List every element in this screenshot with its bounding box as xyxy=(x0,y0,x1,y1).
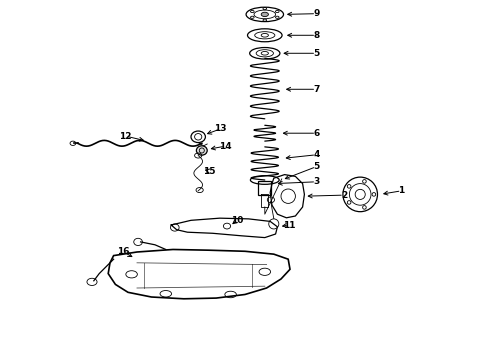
Text: 8: 8 xyxy=(313,31,319,40)
Text: 10: 10 xyxy=(231,216,243,225)
Ellipse shape xyxy=(261,12,269,17)
Text: 4: 4 xyxy=(313,150,319,159)
Text: 16: 16 xyxy=(118,247,130,256)
Text: 12: 12 xyxy=(119,132,132,140)
Text: 14: 14 xyxy=(219,141,231,150)
Text: 6: 6 xyxy=(313,129,319,138)
Text: 2: 2 xyxy=(341,191,347,199)
Text: 5: 5 xyxy=(313,49,319,58)
Text: 3: 3 xyxy=(313,177,319,186)
Ellipse shape xyxy=(196,146,207,155)
Text: 7: 7 xyxy=(313,85,319,94)
Text: 5: 5 xyxy=(313,162,319,171)
Text: 11: 11 xyxy=(283,220,295,230)
Text: 9: 9 xyxy=(313,9,319,18)
Text: 1: 1 xyxy=(398,186,405,195)
Text: 13: 13 xyxy=(214,124,227,133)
Text: 15: 15 xyxy=(203,166,216,175)
